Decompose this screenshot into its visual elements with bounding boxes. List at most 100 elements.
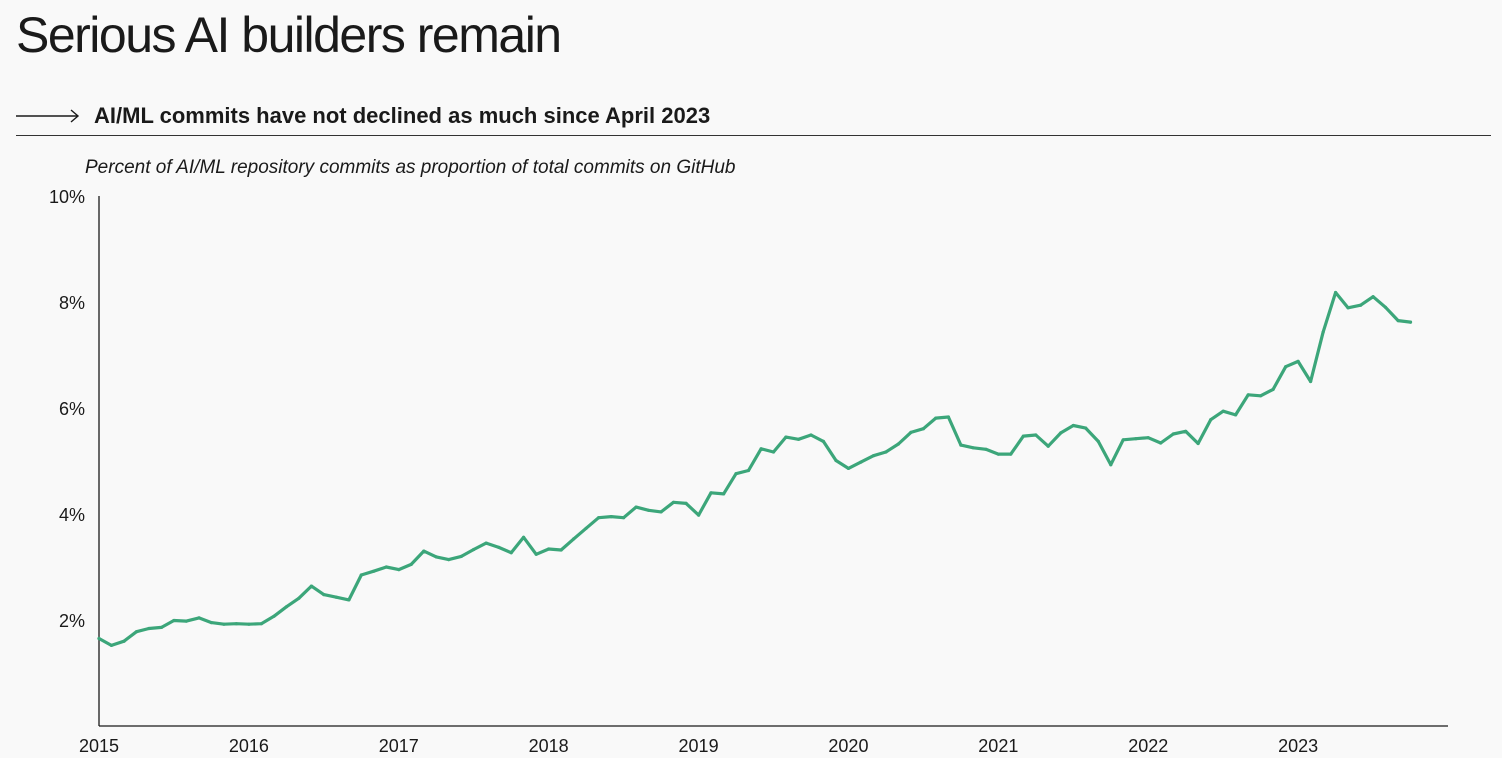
data-point — [871, 454, 876, 458]
data-point — [946, 415, 951, 419]
data-point — [1159, 441, 1163, 445]
data-point — [1071, 423, 1075, 428]
data-point — [1146, 436, 1150, 440]
data-point — [597, 516, 601, 520]
y-tick-label: 10% — [49, 187, 85, 207]
data-point — [647, 508, 651, 512]
x-tick-label: 2018 — [529, 736, 569, 756]
data-point — [259, 622, 263, 626]
data-point — [109, 643, 113, 648]
data-point — [1396, 319, 1400, 323]
data-point — [1021, 434, 1025, 438]
data-point — [359, 573, 363, 577]
data-point — [1234, 413, 1238, 417]
data-point — [622, 516, 626, 520]
y-tick-label: 4% — [59, 505, 85, 525]
data-point — [159, 625, 164, 630]
data-point — [1371, 295, 1375, 299]
data-point — [134, 630, 139, 634]
data-point — [722, 492, 726, 496]
data-point — [484, 541, 488, 545]
data-point — [734, 472, 738, 476]
data-point — [1134, 437, 1138, 441]
data-point — [534, 552, 538, 556]
data-point — [372, 569, 376, 573]
data-point — [559, 548, 563, 552]
x-tick-label: 2020 — [828, 736, 868, 756]
data-point — [1334, 290, 1338, 295]
data-point — [197, 616, 201, 620]
data-point — [759, 447, 763, 451]
data-point — [1383, 305, 1388, 309]
chart-subtitle: AI/ML commits have not declined as much … — [94, 103, 711, 128]
data-point — [984, 447, 988, 451]
data-point — [497, 545, 501, 550]
data-point — [509, 551, 513, 555]
data-point — [1034, 433, 1038, 437]
data-point — [434, 555, 438, 559]
data-point — [784, 435, 788, 439]
data-point — [247, 622, 251, 626]
data-point — [921, 427, 926, 431]
data-point — [447, 558, 451, 562]
data-point — [522, 535, 526, 539]
x-tick-label: 2015 — [79, 736, 119, 756]
data-point — [896, 442, 901, 446]
data-point — [459, 554, 463, 559]
data-point — [584, 526, 588, 530]
data-point — [147, 626, 151, 631]
data-point — [909, 430, 913, 434]
chart-title: Percent of AI/ML repository commits as p… — [85, 157, 736, 178]
x-tick-label: 2019 — [679, 736, 719, 756]
data-point — [1359, 303, 1363, 307]
data-point — [397, 568, 401, 572]
subtitle-row: AI/ML commits have not declined as much … — [16, 100, 710, 132]
data-point — [1284, 365, 1288, 369]
data-point — [1221, 409, 1225, 413]
data-point — [1209, 418, 1213, 422]
x-tick-label: 2023 — [1278, 736, 1318, 756]
data-point — [122, 639, 126, 643]
data-point — [1246, 393, 1250, 397]
series-line — [97, 290, 1413, 648]
arrow-right-icon — [16, 109, 80, 123]
data-point — [846, 466, 851, 470]
data-point — [1059, 431, 1063, 435]
data-point — [746, 468, 751, 473]
data-point — [1408, 320, 1413, 324]
data-point — [297, 596, 301, 600]
divider — [16, 135, 1491, 136]
data-point — [859, 460, 863, 464]
data-point — [796, 437, 801, 441]
data-point — [697, 513, 701, 517]
data-point — [609, 515, 613, 519]
data-point — [1346, 306, 1350, 310]
data-point — [222, 622, 226, 626]
data-point — [1009, 452, 1013, 456]
data-point — [971, 446, 975, 450]
y-tick-label: 2% — [59, 611, 85, 631]
data-point — [684, 501, 688, 505]
data-point — [959, 443, 963, 447]
data-point — [334, 595, 338, 599]
data-point — [209, 621, 213, 625]
data-point — [1309, 379, 1313, 384]
data-point — [671, 500, 676, 504]
data-point — [1296, 359, 1300, 363]
data-point — [309, 584, 313, 588]
data-point — [1259, 394, 1263, 398]
data-point — [1109, 463, 1113, 467]
data-point — [572, 537, 576, 541]
data-point — [409, 562, 413, 567]
data-point — [884, 450, 888, 454]
data-point — [97, 636, 101, 641]
data-point — [821, 439, 826, 443]
data-point — [634, 505, 638, 509]
data-point — [809, 433, 813, 437]
data-point — [384, 565, 388, 569]
data-point — [422, 549, 426, 553]
data-point — [1096, 439, 1100, 443]
data-point — [771, 450, 776, 454]
data-point — [996, 452, 1000, 456]
data-point — [1321, 330, 1325, 334]
